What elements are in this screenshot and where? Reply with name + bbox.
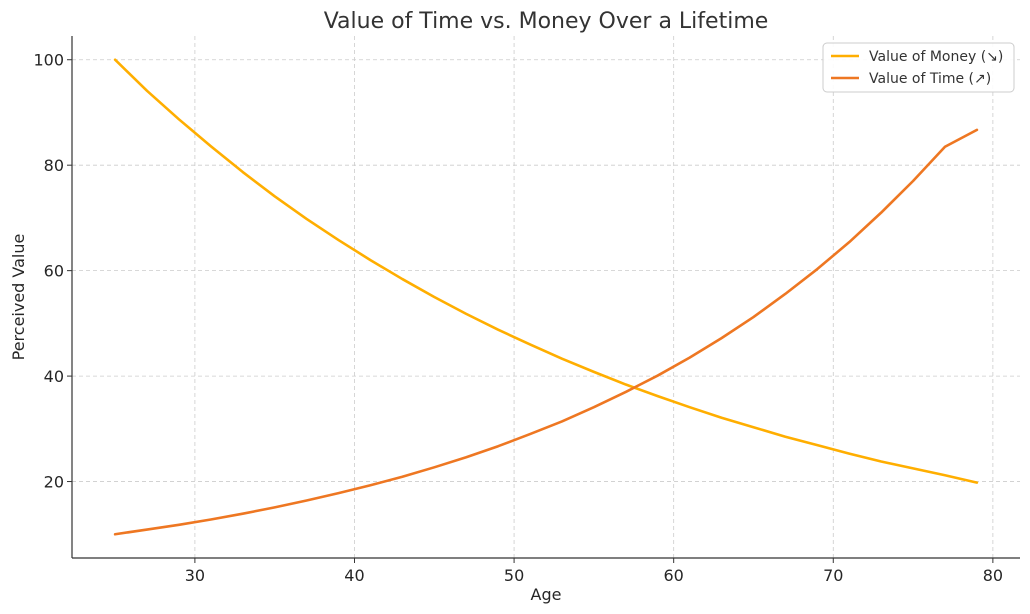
y-tick-label: 80 bbox=[44, 156, 64, 175]
x-tick-label: 70 bbox=[823, 566, 843, 585]
grid-layer bbox=[72, 36, 1020, 558]
x-tick-label: 60 bbox=[663, 566, 683, 585]
legend-label: Value of Time (↗) bbox=[869, 71, 991, 87]
y-tick-label: 100 bbox=[33, 51, 64, 70]
axes-layer: 30 40 50 60 70 80 20 40 60 80 100 bbox=[33, 36, 1020, 585]
y-tick-label: 40 bbox=[44, 367, 64, 386]
legend-label: Value of Money (↘) bbox=[869, 49, 1003, 65]
legend: Value of Money (↘) Value of Time (↗) bbox=[822, 42, 1015, 93]
x-tick-label: 50 bbox=[504, 566, 524, 585]
legend-box bbox=[822, 42, 1015, 93]
y-tick-label: 60 bbox=[44, 262, 64, 281]
chart-title: Value of Time vs. Money Over a Lifetime bbox=[324, 9, 769, 34]
x-tick-label: 30 bbox=[185, 566, 205, 585]
series-line-money bbox=[113, 58, 979, 484]
y-tick-label: 20 bbox=[44, 473, 64, 492]
series-line-time bbox=[113, 128, 979, 536]
x-axis-title: Age bbox=[531, 585, 562, 604]
series-layer bbox=[113, 58, 979, 536]
y-axis-title: Perceived Value bbox=[9, 234, 28, 361]
x-tick-label: 80 bbox=[983, 566, 1003, 585]
x-tick-label: 40 bbox=[344, 566, 364, 585]
